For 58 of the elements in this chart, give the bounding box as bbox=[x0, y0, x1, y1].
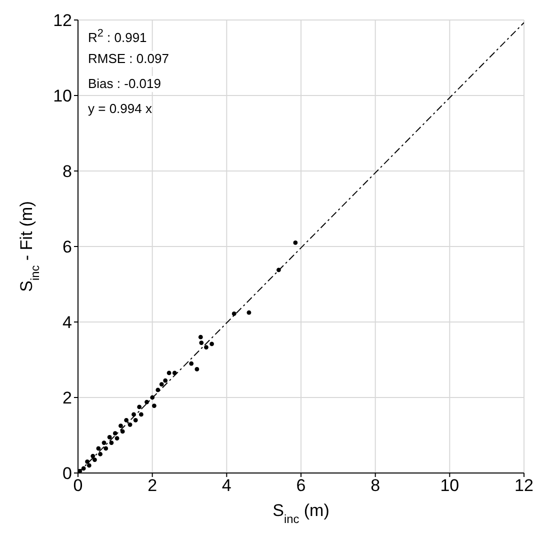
y-tick-label: 4 bbox=[62, 313, 72, 332]
annotation: R$^{2}$ : 0.991 bbox=[88, 28, 147, 46]
point bbox=[104, 446, 108, 451]
point bbox=[107, 434, 112, 440]
point bbox=[189, 361, 194, 366]
point bbox=[198, 334, 203, 340]
point bbox=[163, 378, 168, 383]
point bbox=[144, 400, 149, 404]
point bbox=[98, 452, 102, 456]
point bbox=[150, 395, 155, 400]
x-axis-title: S$_{inc}$ (m) bbox=[272, 501, 330, 526]
x-tick-label: 4 bbox=[222, 476, 232, 496]
x-tick-label: 8 bbox=[370, 476, 380, 496]
point bbox=[114, 436, 120, 440]
point bbox=[133, 418, 138, 422]
point bbox=[293, 240, 298, 245]
point bbox=[199, 340, 204, 345]
point bbox=[102, 440, 106, 445]
point bbox=[194, 366, 200, 372]
y-tick-label: 10 bbox=[53, 86, 72, 106]
y-tick-label: 12 bbox=[53, 11, 72, 30]
point bbox=[78, 468, 82, 473]
point bbox=[90, 454, 96, 458]
point bbox=[85, 459, 90, 464]
annotation: y = 0.994 x bbox=[88, 101, 152, 116]
x-tick-label: 2 bbox=[148, 476, 158, 496]
y-tick-label: 2 bbox=[62, 388, 72, 408]
point bbox=[92, 458, 97, 462]
y-tick-label: 6 bbox=[62, 238, 72, 257]
point bbox=[124, 418, 129, 422]
annotation: RMSE : 0.097 bbox=[88, 51, 169, 66]
point bbox=[156, 388, 160, 392]
annotation: Bias : -0.019 bbox=[88, 76, 161, 91]
point bbox=[276, 268, 281, 272]
point bbox=[128, 422, 132, 427]
point bbox=[137, 404, 142, 410]
y-tick-label: 8 bbox=[62, 162, 72, 182]
x-tick-label: 6 bbox=[296, 476, 306, 496]
point bbox=[109, 440, 114, 445]
point bbox=[120, 429, 125, 434]
point bbox=[81, 466, 86, 471]
y-tick-label: 0 bbox=[62, 464, 72, 484]
point bbox=[138, 412, 144, 417]
point bbox=[132, 412, 136, 417]
point bbox=[86, 463, 92, 468]
point bbox=[118, 424, 123, 428]
point bbox=[159, 382, 164, 386]
point bbox=[210, 342, 214, 346]
point bbox=[112, 431, 118, 436]
x-tick-label: 10 bbox=[440, 476, 460, 496]
point bbox=[96, 446, 101, 451]
point bbox=[172, 370, 177, 376]
point bbox=[246, 310, 252, 315]
point bbox=[166, 370, 172, 376]
point bbox=[152, 404, 156, 408]
point bbox=[232, 311, 236, 316]
point bbox=[204, 345, 208, 350]
x-tick-label: 12 bbox=[514, 476, 534, 496]
